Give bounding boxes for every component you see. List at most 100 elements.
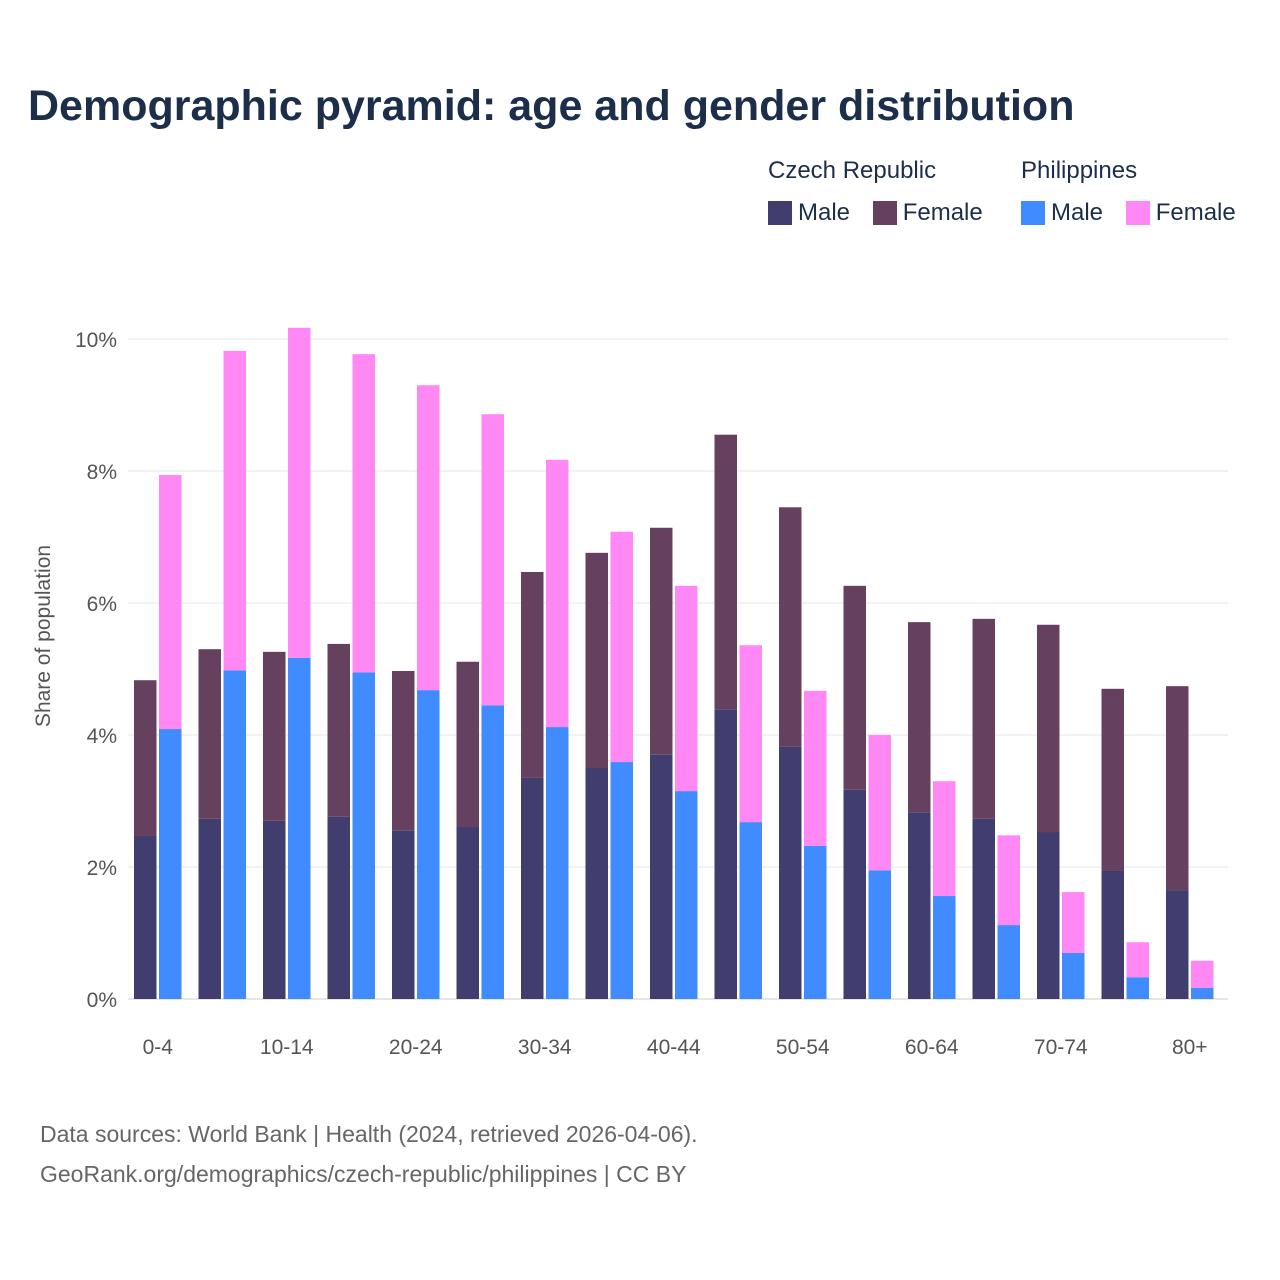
footer: Data sources: World Bank | Health (2024,…: [40, 1114, 698, 1194]
bar-chart: 0% 2% 4% 6% 8% 10% 0-4 10-14 20-24 30-34 40-44 50-…: [32, 327, 1228, 1059]
bar-czech-republic-male-45-49: [714, 709, 737, 999]
legend-group-title: Philippines: [1021, 157, 1138, 184]
y-tick-label: 0%: [87, 989, 117, 1012]
bar-czech-republic-female-50-54: [779, 507, 802, 747]
bar-philippines-female-25-29: [481, 414, 504, 706]
bar-philippines-female-70-74: [1062, 892, 1085, 953]
y-tick-label: 6%: [87, 593, 117, 616]
bar-czech-republic-female-25-29: [456, 661, 479, 827]
x-tick-label: 50-54: [776, 1036, 830, 1059]
bar-philippines-male-10-14: [288, 657, 311, 999]
legend-philippines: Philippines Male Female: [1021, 157, 1252, 232]
x-tick-label: 30-34: [518, 1036, 572, 1059]
bar-philippines-male-40-44: [675, 791, 698, 999]
bar-czech-republic-female-20-24: [392, 670, 415, 831]
bar-czech-republic-female-15-19: [327, 643, 350, 817]
attribution-line: GeoRank.org/demographics/czech-republic/…: [40, 1161, 687, 1187]
bar-czech-republic-male-15-19: [327, 816, 350, 999]
bar-czech-republic-female-65-69: [972, 618, 995, 819]
bar-czech-republic-female-10-14: [263, 651, 286, 821]
x-tick-label: 60-64: [905, 1036, 959, 1059]
legend-swatch: [872, 201, 897, 225]
bar-czech-republic-male-60-64: [908, 812, 931, 999]
bar-czech-republic-female-35-39: [585, 552, 608, 768]
bar-philippines-female-60-64: [933, 781, 956, 897]
legend-label: Male: [798, 199, 851, 226]
bar-czech-republic-male-25-29: [456, 826, 479, 999]
source-line: Data sources: World Bank | Health (2024,…: [40, 1121, 698, 1147]
bar-czech-republic-male-70-74: [1037, 832, 1060, 999]
x-tick-label: 80+: [1172, 1036, 1208, 1059]
legend-swatch: [1021, 201, 1045, 225]
bar-czech-republic-female-0-4: [134, 680, 157, 836]
bar-philippines-male-75-79: [1126, 977, 1149, 999]
chart-title: Demographic pyramid: age and gender dist…: [28, 82, 1075, 130]
x-tick-label: 10-14: [260, 1036, 314, 1059]
legend-item-cz-female: Female: [872, 199, 983, 227]
y-tick-label: 4%: [87, 725, 117, 748]
bar-czech-republic-male-50-54: [779, 746, 802, 999]
bar-philippines-female-30-34: [546, 459, 569, 728]
bar-czech-republic-male-20-24: [392, 830, 415, 999]
bar-czech-republic-male-75-79: [1101, 870, 1124, 999]
bar-philippines-female-10-14: [288, 327, 311, 658]
bar-philippines-male-65-69: [997, 925, 1020, 999]
legend-label: Female: [902, 199, 983, 226]
legend-item-cz-male: Male: [768, 199, 850, 227]
x-tick-label: 0-4: [143, 1036, 174, 1059]
bar-philippines-male-15-19: [352, 672, 375, 999]
bar-philippines-male-60-64: [933, 896, 956, 999]
y-tick-label: 10%: [75, 329, 117, 352]
bar-czech-republic-female-80+: [1166, 686, 1189, 891]
bar-philippines-male-30-34: [546, 727, 569, 999]
y-tick-label: 2%: [87, 857, 117, 880]
bar-czech-republic-female-45-49: [714, 434, 737, 710]
bar-czech-republic-male-65-69: [972, 818, 995, 999]
legend-item-ph-female: Female: [1125, 199, 1236, 227]
legend-label: Male: [1051, 199, 1104, 226]
bar-czech-republic-male-0-4: [134, 835, 157, 999]
legend-czech-republic: Czech Republic Male Female: [768, 157, 999, 232]
x-tick-label: 40-44: [647, 1036, 701, 1059]
bar-philippines-male-5-9: [223, 670, 246, 999]
bar-philippines-female-45-49: [739, 645, 762, 823]
bar-philippines-female-55-59: [868, 735, 891, 871]
bar-czech-republic-male-55-59: [843, 789, 866, 999]
legend-group-title: Czech Republic: [768, 157, 937, 184]
bar-philippines-female-80+: [1191, 960, 1214, 988]
y-axis-label: Share of population: [32, 545, 55, 727]
bar-philippines-male-80+: [1191, 987, 1214, 999]
legend-label: Female: [1155, 199, 1236, 226]
bar-philippines-female-0-4: [159, 474, 182, 730]
bar-czech-republic-female-30-34: [521, 571, 544, 778]
bar-philippines-female-50-54: [804, 690, 827, 846]
bar-czech-republic-male-5-9: [198, 818, 221, 999]
bar-czech-republic-female-70-74: [1037, 624, 1060, 833]
bar-philippines-female-5-9: [223, 350, 246, 671]
legend-swatch: [768, 201, 792, 225]
bar-czech-republic-male-40-44: [650, 754, 673, 999]
x-tick-label: 20-24: [389, 1036, 443, 1059]
bar-czech-republic-male-30-34: [521, 777, 544, 999]
bar-philippines-female-65-69: [997, 835, 1020, 926]
bar-philippines-male-50-54: [804, 845, 827, 999]
bar-philippines-female-15-19: [352, 354, 375, 673]
x-tick-label: 70-74: [1034, 1036, 1088, 1059]
bar-philippines-female-40-44: [675, 585, 698, 792]
bar-philippines-male-0-4: [159, 729, 182, 999]
bar-czech-republic-male-10-14: [263, 820, 286, 999]
bar-philippines-male-35-39: [610, 762, 633, 999]
bar-czech-republic-female-5-9: [198, 649, 221, 819]
bar-philippines-male-45-49: [739, 822, 762, 999]
bar-philippines-female-75-79: [1126, 942, 1149, 978]
legend-item-ph-male: Male: [1021, 199, 1103, 227]
bar-philippines-female-35-39: [610, 531, 633, 763]
y-tick-label: 8%: [87, 461, 117, 484]
bar-czech-republic-female-40-44: [650, 527, 673, 755]
bar-czech-republic-male-80+: [1166, 890, 1189, 999]
bar-czech-republic-female-55-59: [843, 585, 866, 790]
bar-philippines-male-25-29: [481, 705, 504, 999]
bar-philippines-male-70-74: [1062, 952, 1085, 999]
bar-philippines-male-20-24: [417, 690, 440, 999]
bar-philippines-male-55-59: [868, 870, 891, 999]
